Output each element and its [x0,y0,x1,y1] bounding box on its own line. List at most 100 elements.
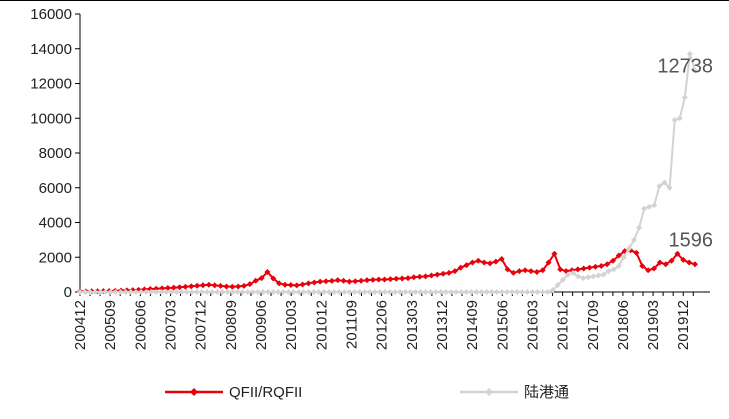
data-point-marker [522,267,529,274]
data-point-marker [446,269,452,276]
data-point-marker [442,289,449,295]
data-point-marker [631,236,638,243]
data-point-marker [503,289,510,295]
data-point-marker [487,260,493,267]
data-point-marker [402,289,409,295]
data-point-marker [214,289,221,295]
data-point-marker [615,262,622,269]
data-point-marker [434,271,441,278]
data-point-marker [331,289,338,295]
data-point-marker [188,289,195,295]
x-tick-label: 201409 [464,300,481,350]
data-point-marker [387,289,394,295]
y-tick-label: 16000 [30,6,72,23]
data-point-marker [574,266,581,273]
data-point-marker [422,289,429,295]
data-point-marker [586,264,593,271]
data-point-marker [488,289,495,295]
data-point-marker [437,289,444,295]
legend-swatch-marker [190,388,198,396]
data-point-marker [592,263,599,270]
x-tick-label: 200509 [102,300,119,350]
data-point-marker [244,289,251,295]
data-point-marker [600,271,607,278]
data-point-marker [457,264,464,271]
data-point-marker [224,289,231,295]
data-point-marker [239,289,246,295]
data-point-marker [234,289,241,295]
x-tick-label: 201912 [675,300,692,350]
data-point-marker [194,282,201,289]
data-point-marker [692,261,698,268]
data-point-marker [692,67,698,74]
data-point-marker [276,280,283,287]
data-point-marker [604,261,611,268]
data-point-marker [295,289,302,295]
annotations: 1596 12738 [657,56,713,252]
data-point-marker [625,245,632,252]
data-point-marker [610,257,616,264]
data-point-marker [686,50,693,57]
data-point-marker [143,289,150,295]
legend: QFII/RQFII 陆港通 [165,384,569,401]
data-point-marker [539,267,546,274]
x-axis-ticks: 200412 200509 200606 200703 200712 200809 2009… [72,292,694,350]
data-point-marker [417,289,424,295]
data-point-marker [346,278,353,285]
data-point-marker [651,202,658,209]
data-point-marker [475,257,482,264]
data-point-marker [440,270,447,277]
data-point-marker [364,277,370,284]
data-point-marker [117,289,124,295]
data-point-marker [504,266,511,273]
y-tick-label: 8000 [39,145,72,162]
data-point-marker [326,289,333,295]
data-point-marker [570,269,577,276]
y-tick-label: 10000 [30,110,72,127]
data-point-marker [280,289,287,295]
x-tick-label: 201612 [555,300,572,350]
data-point-marker [219,289,226,295]
y-tick-label: 6000 [39,180,72,197]
data-point-marker [358,277,365,284]
data-point-marker [671,116,678,123]
data-point-marker [493,289,500,295]
data-point-marker [285,289,292,295]
data-point-marker [361,289,368,295]
data-point-marker [498,289,505,295]
data-point-marker [554,282,561,289]
data-point-marker [381,289,388,295]
x-tick-label: 200606 [132,300,149,350]
data-point-marker [102,289,109,295]
data-point-marker [620,254,627,261]
data-point-marker [366,289,373,295]
data-point-marker [519,289,526,295]
data-point-marker [483,289,490,295]
x-tick-label: 200703 [162,300,179,350]
data-point-marker [539,289,546,295]
data-point-marker [305,280,312,287]
data-point-marker [293,282,300,289]
data-point-marker [590,273,597,280]
data-point-marker [341,289,348,295]
data-point-marker [249,289,256,295]
data-point-marker [557,266,564,273]
data-point-marker [323,278,329,285]
data-point-marker [376,289,383,295]
y-tick-label: 0 [64,284,72,301]
y-tick-label: 12000 [30,76,72,93]
data-point-marker [209,289,216,295]
series-line-1 [80,53,696,293]
x-tick-label: 200906 [253,300,270,350]
data-point-marker [275,289,282,295]
data-point-marker [92,289,99,295]
data-point-marker [544,289,551,295]
x-tick-label: 201603 [524,300,541,350]
data-point-marker [82,289,89,295]
data-point-marker [528,268,534,275]
data-point-marker [300,289,307,295]
series-end-annotation: 12738 [657,56,713,78]
x-tick-label: 201303 [404,300,421,350]
data-point-marker [645,267,652,274]
data-point-marker [580,265,587,272]
